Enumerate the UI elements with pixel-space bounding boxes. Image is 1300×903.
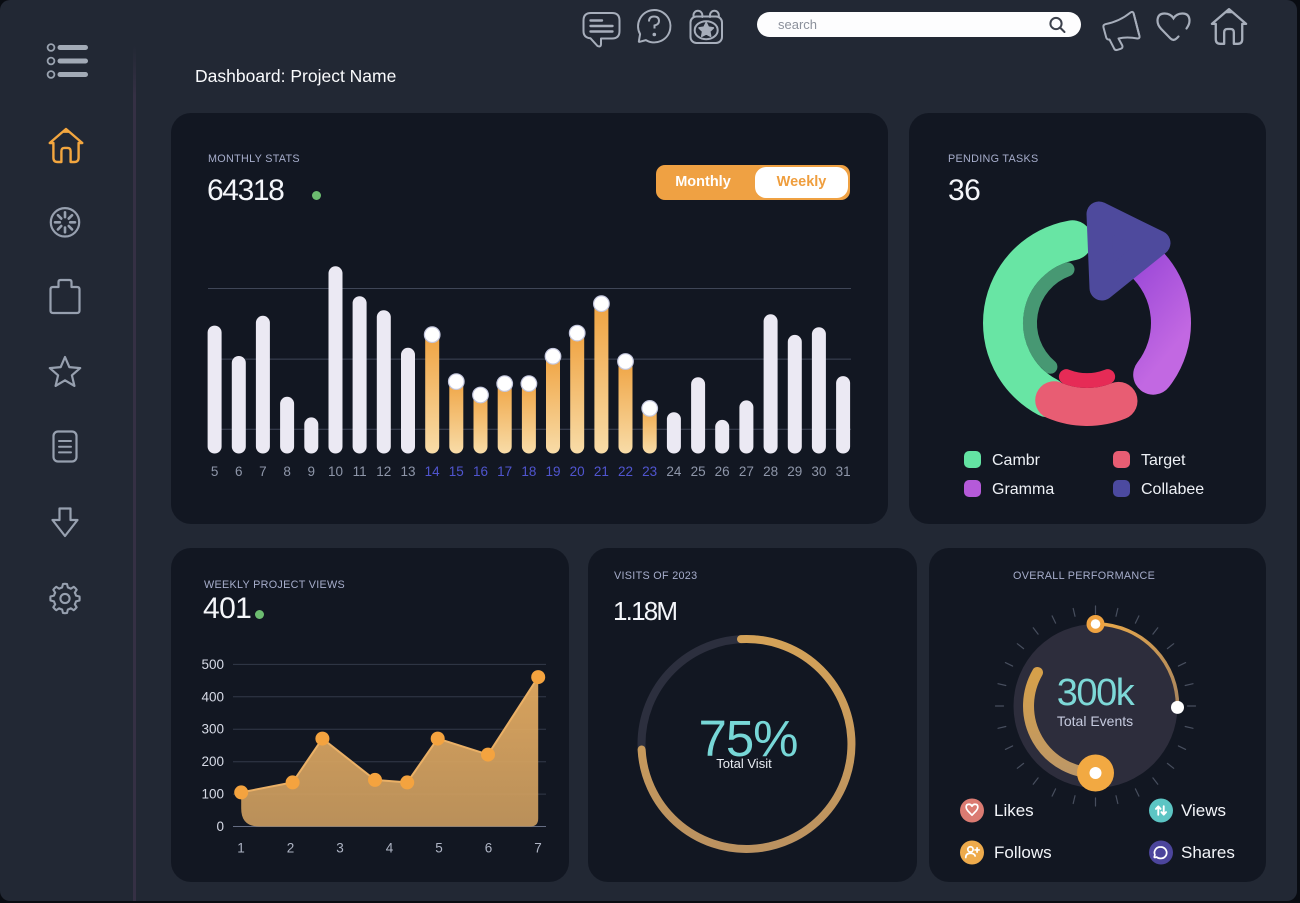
svg-text:100: 100 <box>201 787 224 802</box>
svg-text:75%: 75% <box>698 710 797 767</box>
svg-text:17: 17 <box>497 464 512 479</box>
svg-text:26: 26 <box>715 464 730 479</box>
svg-text:15: 15 <box>449 464 464 479</box>
svg-text:Cambr: Cambr <box>992 452 1041 469</box>
svg-text:31: 31 <box>836 464 851 479</box>
svg-text:300: 300 <box>201 722 224 737</box>
svg-text:Total Visit: Total Visit <box>716 756 772 771</box>
svg-text:Collabee: Collabee <box>1141 481 1204 498</box>
svg-text:7: 7 <box>534 841 542 856</box>
svg-text:2: 2 <box>287 841 295 856</box>
svg-text:300k: 300k <box>1057 672 1136 714</box>
svg-text:30: 30 <box>811 464 826 479</box>
svg-text:14: 14 <box>425 464 441 479</box>
svg-text:18: 18 <box>521 464 536 479</box>
svg-text:9: 9 <box>308 464 316 479</box>
svg-text:6: 6 <box>235 464 243 479</box>
svg-text:5: 5 <box>211 464 219 479</box>
svg-text:5: 5 <box>435 841 443 856</box>
svg-text:20: 20 <box>570 464 585 479</box>
svg-text:28: 28 <box>763 464 778 479</box>
svg-text:Shares: Shares <box>1181 843 1235 862</box>
svg-text:13: 13 <box>400 464 415 479</box>
svg-text:400: 400 <box>201 689 224 704</box>
svg-text:Total Events: Total Events <box>1057 713 1133 729</box>
svg-text:6: 6 <box>485 841 493 856</box>
svg-text:16: 16 <box>473 464 488 479</box>
svg-text:23: 23 <box>642 464 657 479</box>
svg-text:200: 200 <box>201 754 224 769</box>
svg-text:Views: Views <box>1181 801 1226 820</box>
svg-text:Gramma: Gramma <box>992 481 1054 498</box>
svg-text:Likes: Likes <box>994 801 1034 820</box>
svg-text:11: 11 <box>353 464 367 479</box>
svg-text:10: 10 <box>328 464 343 479</box>
svg-text:19: 19 <box>545 464 560 479</box>
svg-text:27: 27 <box>739 464 754 479</box>
svg-text:22: 22 <box>618 464 633 479</box>
svg-text:500: 500 <box>201 657 224 672</box>
svg-text:1: 1 <box>237 841 245 856</box>
svg-text:8: 8 <box>283 464 291 479</box>
svg-text:3: 3 <box>336 841 344 856</box>
svg-text:4: 4 <box>386 841 394 856</box>
svg-text:Target: Target <box>1141 452 1186 469</box>
svg-text:7: 7 <box>259 464 267 479</box>
svg-text:Follows: Follows <box>994 843 1052 862</box>
svg-text:21: 21 <box>594 464 609 479</box>
svg-text:24: 24 <box>666 464 682 479</box>
svg-text:12: 12 <box>376 464 391 479</box>
svg-text:29: 29 <box>787 464 802 479</box>
svg-text:0: 0 <box>216 819 224 834</box>
svg-text:25: 25 <box>691 464 706 479</box>
